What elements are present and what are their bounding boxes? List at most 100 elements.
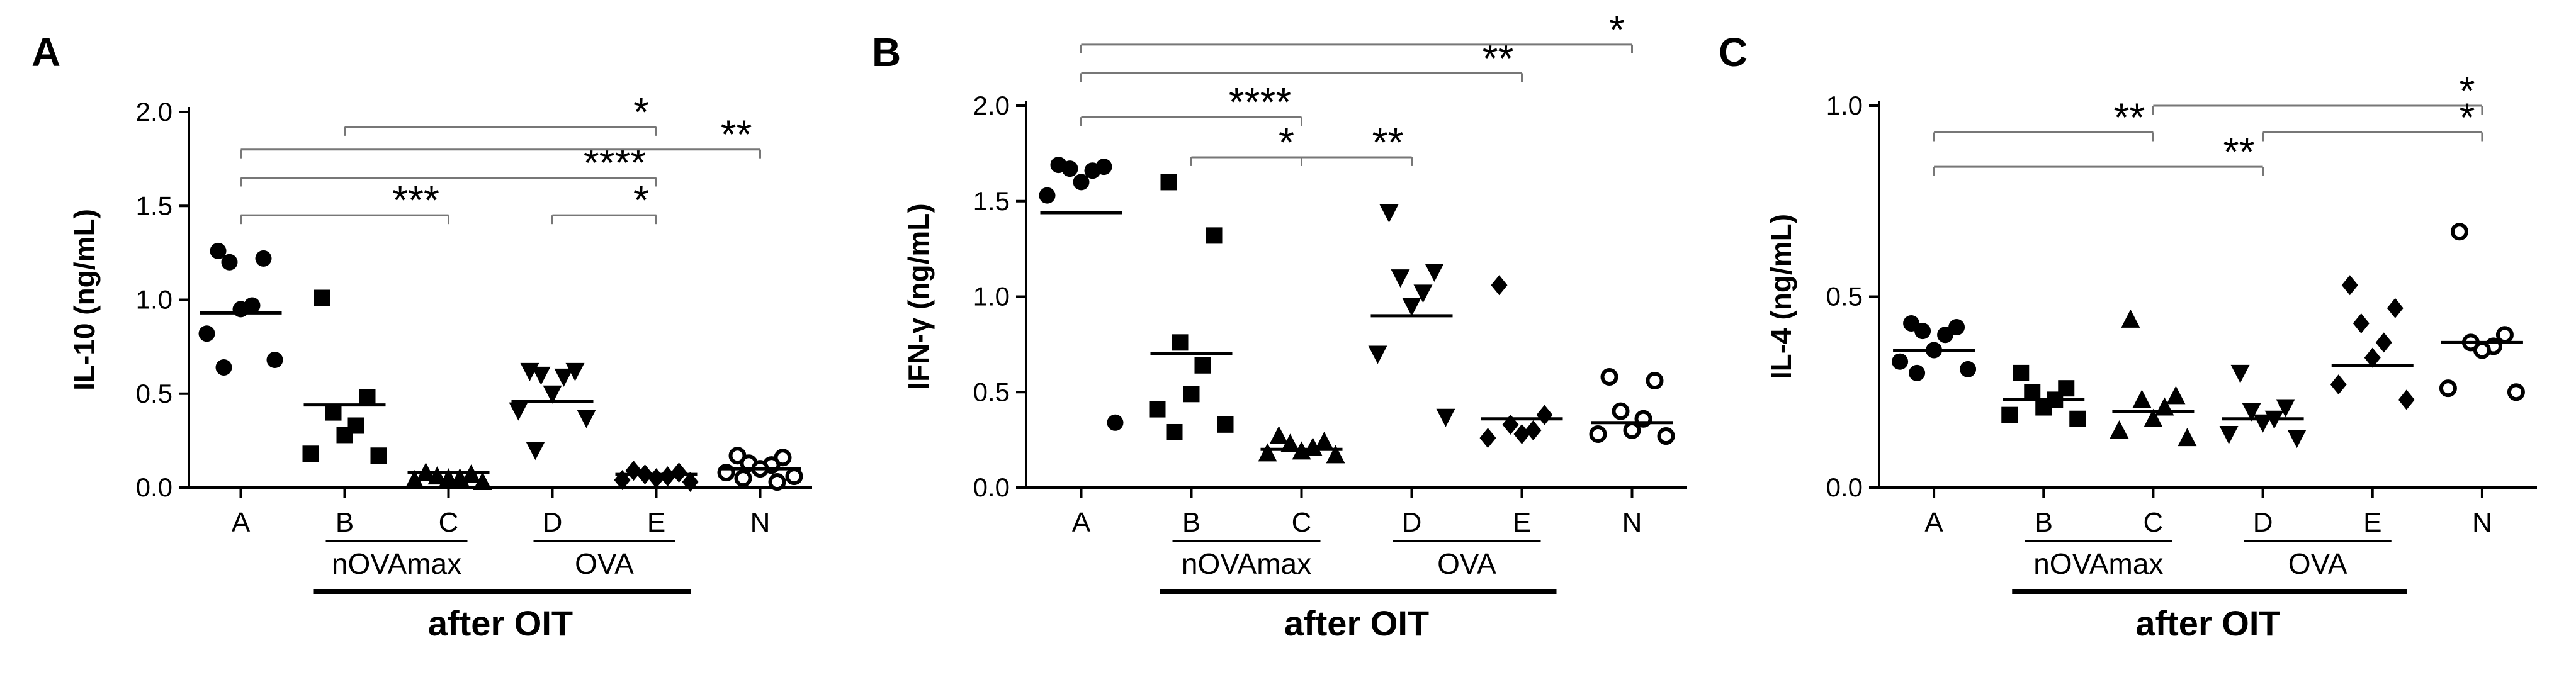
- y-tick-label: 1.0: [973, 282, 1010, 311]
- data-point-c: [405, 470, 424, 489]
- data-point-e: [659, 466, 676, 487]
- data-point-n: [2473, 341, 2491, 359]
- significance-label: *: [1279, 120, 1294, 165]
- x-tick-label: D: [543, 507, 563, 538]
- data-point-e: [1491, 275, 1508, 296]
- data-point-c: [473, 472, 492, 491]
- data-point-e: [648, 468, 665, 489]
- data-point-d: [1425, 264, 1444, 282]
- data-point-b: [1217, 416, 1234, 433]
- panel-letter: A: [31, 30, 60, 75]
- y-tick-label: 2.0: [136, 97, 172, 126]
- x-tick-label: A: [1924, 507, 1943, 538]
- group-label-nova: nOVAmax: [332, 547, 461, 580]
- data-point-c: [2121, 309, 2140, 328]
- data-point-d: [2242, 403, 2261, 422]
- data-point-b: [2035, 399, 2052, 416]
- data-point-c: [1326, 445, 1345, 464]
- data-point-a: [1039, 187, 1056, 204]
- data-point-b: [2024, 384, 2041, 401]
- data-point-d: [577, 410, 596, 428]
- data-point-n: [785, 467, 803, 486]
- significance-label: **: [2223, 129, 2255, 174]
- group-label-after-oit: after OIT: [428, 603, 573, 643]
- significance-label: *: [2459, 94, 2475, 140]
- data-point-a: [266, 352, 283, 369]
- data-point-n: [1600, 367, 1618, 386]
- y-tick-label: 1.0: [1826, 91, 1863, 120]
- y-tick-label: 1.0: [136, 285, 172, 315]
- significance-label: ****: [1229, 79, 1292, 125]
- data-point-d: [1379, 204, 1399, 223]
- data-point-a: [1061, 160, 1078, 177]
- data-point-e: [2375, 332, 2392, 353]
- significance-label: ***: [392, 177, 439, 223]
- significance-label: *: [633, 89, 649, 135]
- x-tick-label: C: [2144, 507, 2164, 538]
- data-point-a: [1073, 174, 1090, 191]
- group-label-ova: OVA: [2288, 547, 2347, 580]
- data-point-n: [1623, 421, 1641, 439]
- data-point-b: [302, 445, 319, 462]
- x-tick-label: E: [1513, 507, 1531, 538]
- data-point-c: [1314, 432, 1334, 450]
- data-point-b: [370, 447, 387, 464]
- significance-label: *: [633, 177, 649, 223]
- data-point-b: [2069, 410, 2086, 427]
- data-point-a: [1909, 364, 1926, 381]
- data-point-b: [1149, 401, 1166, 418]
- data-point-b: [1206, 227, 1223, 244]
- data-point-n: [768, 473, 786, 491]
- x-tick-label: B: [336, 507, 354, 538]
- group-label-after-oit: after OIT: [1284, 603, 1429, 643]
- data-point-d: [526, 442, 545, 461]
- y-axis-label: IL-10 (ng/mL): [68, 209, 101, 391]
- data-point-e: [1536, 405, 1553, 425]
- data-point-c: [2132, 389, 2152, 408]
- data-point-c: [2178, 428, 2197, 447]
- data-point-c: [2110, 420, 2129, 439]
- data-point-b: [1166, 423, 1183, 440]
- y-tick-label: 2.0: [973, 91, 1010, 120]
- data-point-c: [1303, 437, 1323, 456]
- data-point-n: [1646, 372, 1664, 390]
- group-label-ova: OVA: [575, 547, 634, 580]
- data-point-a: [1914, 323, 1931, 340]
- data-point-e: [2398, 389, 2415, 410]
- data-point-d: [1391, 269, 1410, 288]
- y-axis-label: IL-4 (ng/mL): [1765, 214, 1797, 379]
- data-point-e: [2341, 275, 2358, 296]
- x-tick-label: D: [2253, 507, 2273, 538]
- data-point-d: [1413, 284, 1433, 303]
- significance-label: ****: [584, 140, 647, 185]
- data-point-a: [1892, 353, 1909, 370]
- data-point-a: [1960, 361, 1977, 377]
- significance-label: **: [1483, 35, 1514, 81]
- data-point-d: [2230, 364, 2250, 383]
- data-point-b: [336, 427, 353, 444]
- x-tick-label: C: [1292, 507, 1312, 538]
- data-point-d: [2276, 399, 2295, 418]
- data-point-e: [670, 462, 687, 483]
- data-point-n: [2495, 326, 2514, 344]
- x-tick-label: N: [2472, 507, 2492, 538]
- data-point-a: [210, 242, 227, 259]
- x-tick-label: B: [2035, 507, 2053, 538]
- data-point-b: [2013, 364, 2030, 381]
- data-point-b: [325, 404, 342, 421]
- significance-label: **: [721, 112, 752, 157]
- x-tick-label: C: [439, 507, 459, 538]
- y-tick-label: 0.5: [136, 379, 172, 408]
- data-point-n: [2507, 383, 2525, 401]
- y-tick-label: 0.0: [136, 472, 172, 502]
- group-label-ova: OVA: [1437, 547, 1496, 580]
- y-axis-label: IFN-γ (ng/mL): [902, 203, 935, 389]
- data-point-d: [565, 362, 585, 381]
- data-point-e: [2364, 347, 2381, 368]
- data-point-e: [2353, 313, 2370, 333]
- data-point-e: [2387, 298, 2404, 318]
- data-point-b: [1172, 334, 1189, 351]
- significance-label: *: [1609, 7, 1625, 52]
- x-tick-label: A: [1072, 507, 1091, 538]
